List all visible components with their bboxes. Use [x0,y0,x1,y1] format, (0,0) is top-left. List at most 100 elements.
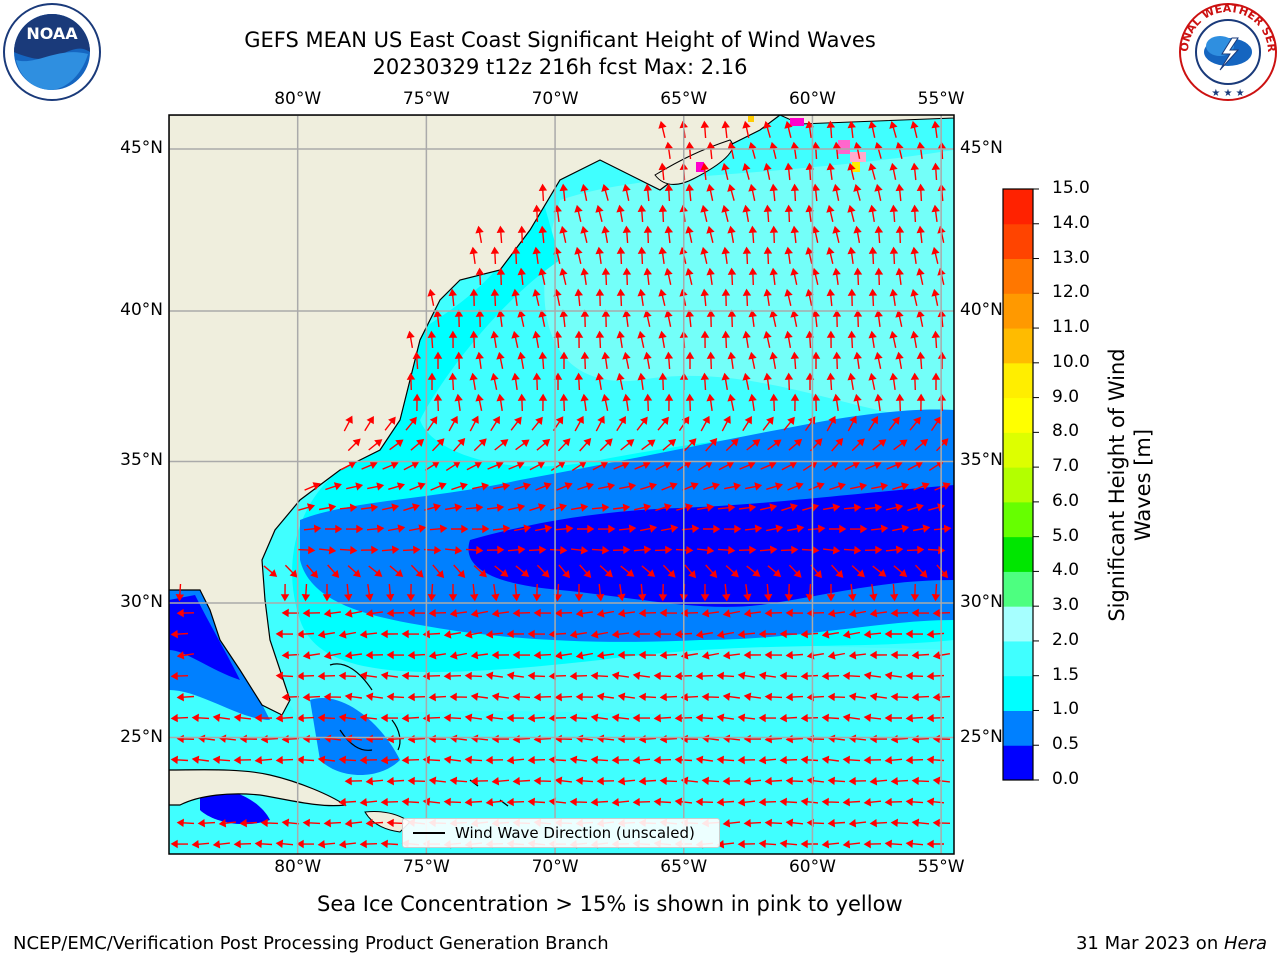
wind-wave-arrow-776 [779,713,798,723]
wind-wave-arrow-867 [533,776,552,786]
colorbar-segment-1 [1003,710,1033,746]
colorbar-segment-9 [1003,432,1033,468]
wind-wave-arrow-127 [931,246,940,264]
wind-wave-arrow-704 [737,671,755,680]
wind-wave-arrow-393 [325,482,342,491]
wind-wave-arrow-108 [532,246,541,264]
wind-wave-arrow-845 [674,755,693,765]
wind-wave-arrow-142 [769,267,778,285]
wind-wave-arrow-762 [485,713,504,722]
wind-wave-arrow-273 [826,372,836,391]
wind-wave-arrow-574 [784,583,794,602]
wind-wave-arrow-103 [916,225,925,244]
wind-wave-arrow-775 [758,713,777,723]
wind-wave-arrow-5 [763,120,772,138]
wind-wave-arrow-439 [634,503,652,512]
wind-wave-arrow-628 [527,629,546,639]
wind-wave-arrow-215 [700,330,710,349]
wind-wave-arrow-868 [554,776,572,785]
wind-wave-arrow-750 [233,713,251,722]
wind-wave-arrow-172 [868,288,878,307]
wind-wave-arrow-889 [380,797,399,807]
wind-wave-arrow-251 [916,351,926,370]
wind-wave-arrow-474 [723,524,742,534]
wind-wave-arrow-708 [821,671,840,681]
wind-wave-arrow-522 [389,565,404,577]
wind-wave-arrow-771 [674,713,693,723]
wind-wave-arrow-460 [429,524,448,533]
wind-wave-arrow-158 [574,288,583,307]
wind-wave-arrow-426 [361,503,379,512]
nws-logo-icon: NATIONAL WEATHER SERVICE ★ ★ ★ [1178,2,1278,101]
wind-wave-arrow-233 [538,351,548,370]
wind-wave-arrow-74 [784,204,794,223]
wind-wave-arrow-449 [843,503,862,512]
wind-wave-arrow-666 [638,650,657,660]
wind-wave-arrow-507 [759,545,778,554]
wind-wave-arrow-685 [338,671,357,681]
wind-wave-arrow-455 [325,524,343,534]
wind-wave-arrow-540 [767,565,782,578]
wind-wave-arrow-194 [811,309,821,328]
wind-wave-arrow-227 [412,351,422,370]
wind-wave-arrow-612 [890,608,909,618]
wind-wave-arrow-136 [643,267,652,285]
wind-wave-arrow-673 [785,650,804,660]
wind-wave-arrow-317 [595,415,605,432]
wind-wave-arrow-492 [445,546,463,555]
wind-wave-arrow-310 [448,415,458,432]
wind-wave-arrow-592 [470,609,489,618]
wind-wave-arrow-45 [601,183,610,201]
colorbar-tick-label-5: 3.0 [1052,595,1080,616]
wind-wave-arrow-349 [662,438,677,451]
wind-wave-arrow-478 [807,524,826,533]
wind-wave-arrow-532 [599,565,613,578]
wind-wave-arrow-733 [659,692,678,702]
wind-wave-arrow-283 [496,393,505,412]
wind-wave-arrow-345 [579,437,592,452]
wind-wave-arrow-25 [895,141,904,159]
wind-wave-arrow-377 [634,461,651,470]
wind-wave-arrow-434 [529,503,546,512]
wind-wave-arrow-430 [444,503,463,512]
wind-wave-arrow-898 [569,797,588,807]
wind-wave-arrow-126 [910,246,919,264]
wind-wave-arrow-342 [515,439,530,451]
wind-wave-arrow-8 [826,120,836,139]
wind-wave-arrow-250 [895,351,904,370]
wind-wave-arrow-677 [869,650,888,660]
colorbar-segment-11 [1003,362,1033,399]
wind-wave-arrow-185 [622,309,631,327]
wind-wave-arrow-175 [931,288,940,306]
wind-wave-arrow-422 [934,482,951,491]
wind-wave-arrow-292 [685,393,695,412]
wind-wave-arrow-322 [700,415,710,432]
footer-date: 31 Mar 2023 on Hera [1076,933,1267,954]
wind-wave-arrow-620 [359,630,378,639]
wind-wave-arrow-98 [811,225,820,243]
wind-wave-arrow-565 [596,583,605,602]
wind-wave-arrow-962 [359,839,378,849]
wind-wave-arrow-247 [832,351,842,370]
wind-wave-arrow-54 [790,183,800,202]
wind-wave-arrow-21 [811,141,821,160]
wind-wave-arrow-220 [805,330,815,349]
title-line-1: GEFS MEAN US East Coast Significant Heig… [244,28,876,52]
lat-tick-left-1: 40°N [120,299,163,320]
colorbar-segment-6 [1003,536,1033,572]
wind-wave-arrow-371 [508,461,525,470]
wind-wave-arrow-739 [785,692,804,702]
wind-wave-arrow-824 [233,755,252,765]
wind-wave-arrow-684 [317,671,336,681]
wind-wave-arrow-731 [617,692,635,701]
wind-wave-arrow-760 [443,713,462,723]
wind-wave-arrow-409 [661,482,678,491]
wind-wave-arrow-577 [847,583,857,602]
wind-wave-arrow-599 [617,609,635,618]
wind-wave-arrow-696 [569,671,588,681]
wind-wave-arrow-203 [448,330,458,349]
wind-wave-arrow-524 [432,564,445,579]
wind-wave-arrow-496 [528,545,547,555]
wind-wave-arrow-332 [909,416,921,431]
wind-wave-arrow-643 [842,630,861,639]
